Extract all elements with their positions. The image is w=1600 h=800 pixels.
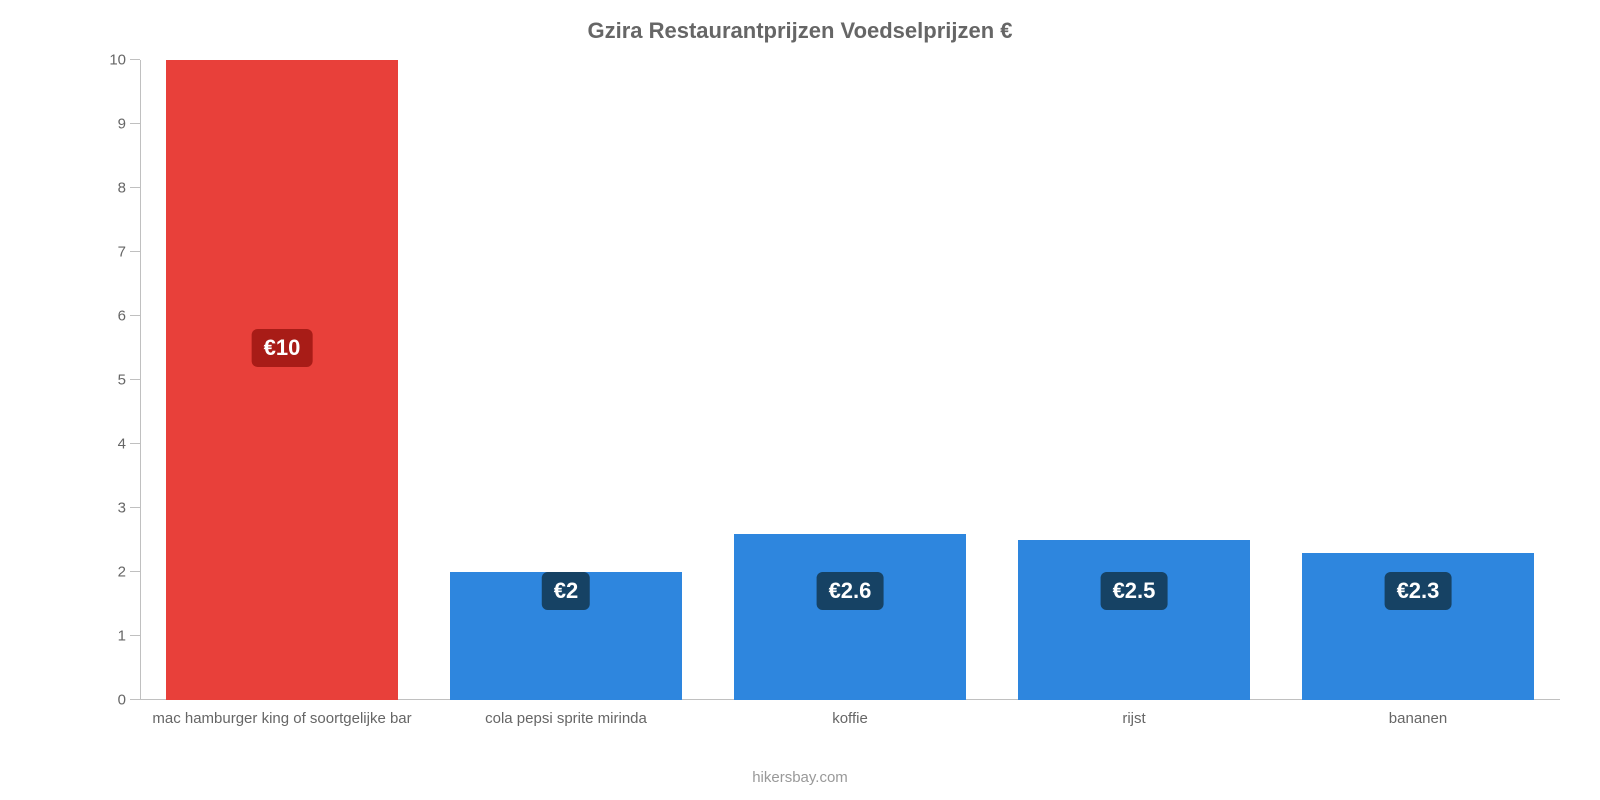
y-tick-label: 9	[118, 116, 126, 133]
y-tick-label: 6	[118, 308, 126, 325]
y-tick-label: 8	[118, 180, 126, 197]
value-badge: €2.3	[1385, 572, 1452, 610]
y-tick	[130, 315, 140, 316]
value-badge: €2.5	[1101, 572, 1168, 610]
bar: €2	[450, 572, 683, 700]
y-tick	[130, 123, 140, 124]
value-badge: €2.6	[817, 572, 884, 610]
y-tick-label: 10	[109, 52, 126, 69]
category-label: rijst	[1122, 710, 1145, 727]
category-label: cola pepsi sprite mirinda	[485, 710, 647, 727]
bar: €2.5	[1018, 540, 1251, 700]
bar: €2.6	[734, 534, 967, 700]
y-tick-label: 4	[118, 436, 126, 453]
category-label: bananen	[1389, 710, 1447, 727]
category-label: mac hamburger king of soortgelijke bar	[152, 710, 411, 727]
y-tick	[130, 443, 140, 444]
y-axis	[140, 60, 141, 700]
y-tick	[130, 571, 140, 572]
y-tick-label: 2	[118, 564, 126, 581]
category-label: koffie	[832, 710, 868, 727]
y-tick-label: 0	[118, 692, 126, 709]
y-tick	[130, 251, 140, 252]
y-tick	[130, 187, 140, 188]
credit-text: hikersbay.com	[0, 769, 1600, 786]
bar: €2.3	[1302, 553, 1535, 700]
y-tick-label: 3	[118, 500, 126, 517]
y-tick	[130, 699, 140, 700]
y-tick	[130, 507, 140, 508]
chart-title: Gzira Restaurantprijzen Voedselprijzen €	[0, 18, 1600, 44]
value-badge: €10	[252, 329, 313, 367]
value-badge: €2	[542, 572, 590, 610]
y-tick-label: 7	[118, 244, 126, 261]
plot-area: 012345678910€10mac hamburger king of soo…	[140, 60, 1560, 700]
y-tick	[130, 635, 140, 636]
bar-chart: Gzira Restaurantprijzen Voedselprijzen €…	[0, 0, 1600, 800]
y-tick	[130, 379, 140, 380]
bar: €10	[166, 60, 399, 700]
y-tick-label: 1	[118, 628, 126, 645]
y-tick-label: 5	[118, 372, 126, 389]
y-tick	[130, 59, 140, 60]
